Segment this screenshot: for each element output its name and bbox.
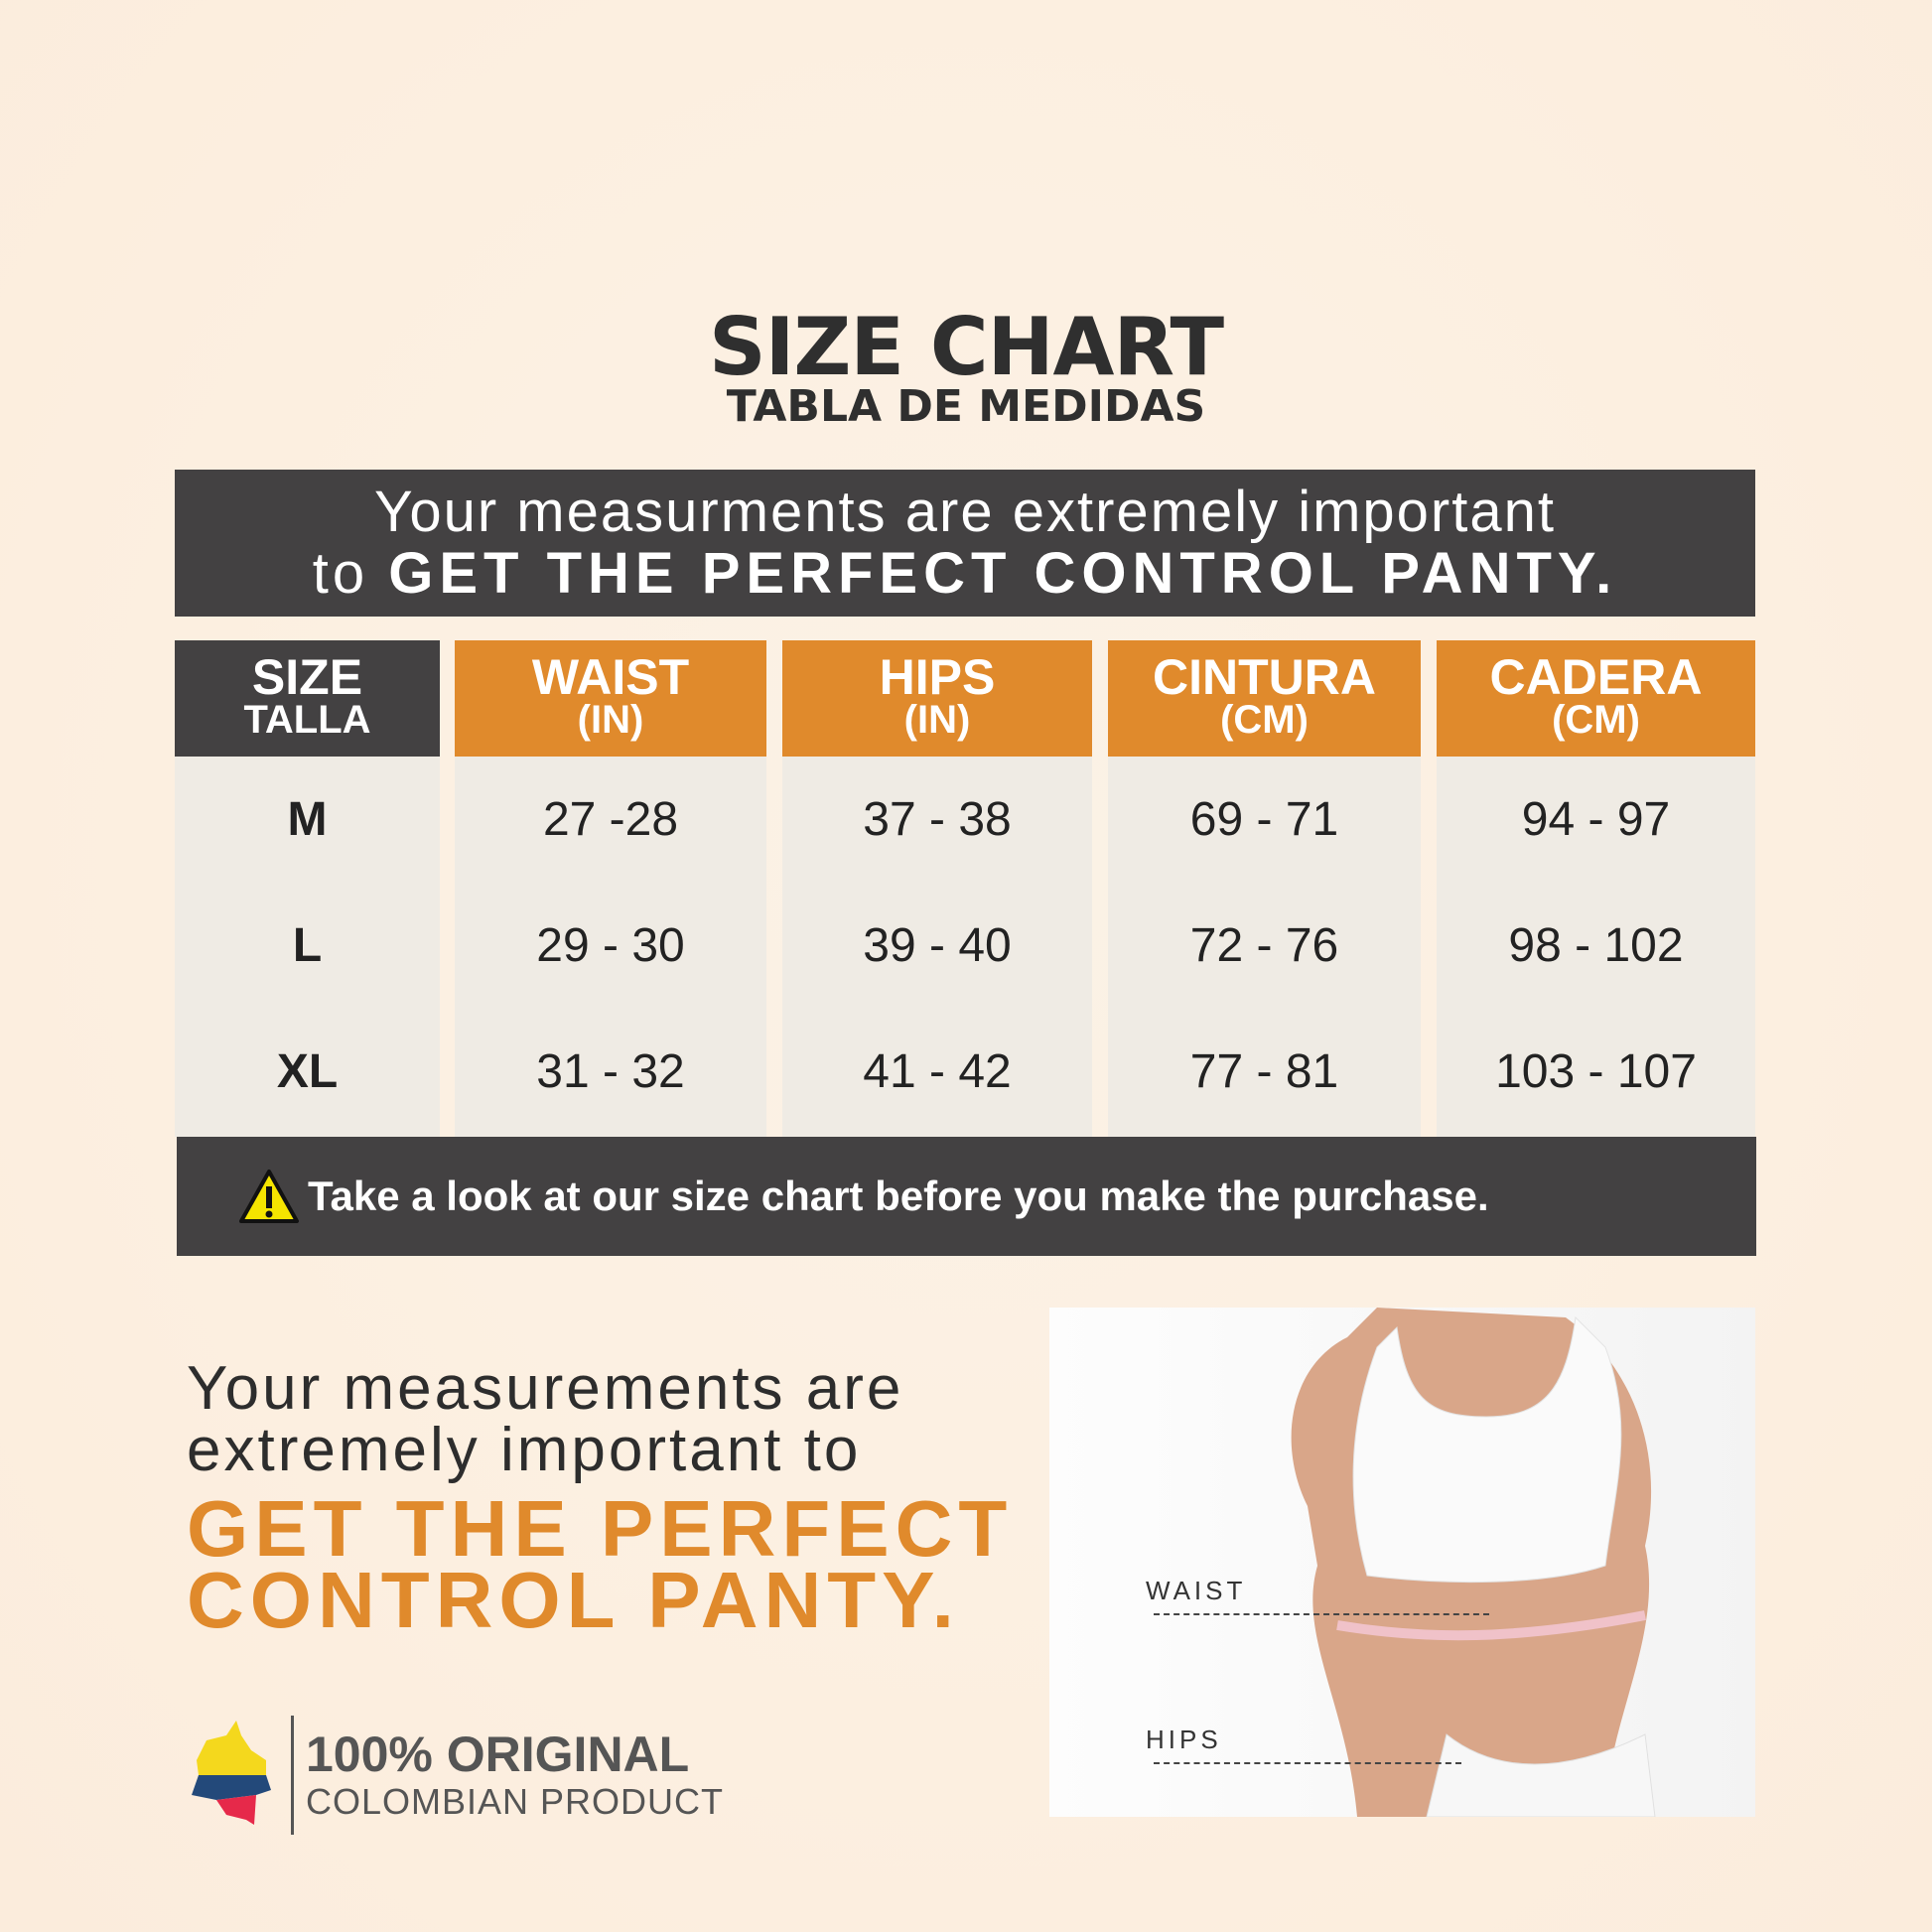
header-subtitle: TALLA: [243, 698, 371, 742]
promo-bold-2: CONTROL PANTY.: [187, 1556, 960, 1644]
column-body: 69 - 71 72 - 76 77 - 81: [1108, 757, 1421, 1137]
header-title: CINTURA: [1153, 649, 1376, 705]
table-cell: 77 - 81: [1189, 1045, 1339, 1098]
banner-line-2: to GET THE PERFECT CONTROL PANTY.: [175, 543, 1755, 605]
table-cell: 98 - 102: [1508, 919, 1684, 972]
column-header: SIZE TALLA: [175, 640, 440, 757]
column-header: HIPS (IN): [782, 640, 1092, 757]
banner-bold: GET THE PERFECT CONTROL PANTY.: [388, 541, 1618, 606]
column-body: 94 - 97 98 - 102 103 - 107: [1437, 757, 1755, 1137]
column-body: 37 - 38 39 - 40 41 - 42: [782, 757, 1092, 1137]
body-illustration: [1291, 1308, 1656, 1817]
waist-line: [1154, 1613, 1489, 1615]
promo-line-1: Your measurements are: [187, 1354, 904, 1423]
column-size: SIZE TALLA M L XL: [175, 640, 440, 1137]
banner-prefix: to: [312, 541, 369, 606]
column-hips: HIPS (IN) 37 - 38 39 - 40 41 - 42: [782, 640, 1092, 1137]
column-header: WAIST (IN): [455, 640, 766, 757]
header-subtitle: (IN): [577, 698, 644, 742]
table-cell: XL: [276, 1045, 339, 1098]
hips-label: HIPS: [1146, 1725, 1222, 1754]
page-title: SIZE CHART: [708, 301, 1224, 393]
page-subtitle: TABLA DE MEDIDAS: [726, 381, 1206, 432]
table-cell: 94 - 97: [1521, 793, 1671, 846]
table-cell: 39 - 40: [863, 919, 1012, 972]
promo-line-2: extremely important to: [187, 1416, 862, 1484]
info-banner: Your measurments are extremely important…: [175, 470, 1755, 617]
table-cell: 37 - 38: [863, 793, 1012, 846]
column-cadera: CADERA (CM) 94 - 97 98 - 102 103 - 107: [1437, 640, 1755, 1137]
column-body: 27 -28 29 - 30 31 - 32: [455, 757, 766, 1137]
header-title: SIZE: [251, 649, 363, 705]
column-header: CADERA (CM): [1437, 640, 1755, 757]
origin-badge: 100% ORIGINAL COLOMBIAN PRODUCT: [187, 1716, 724, 1835]
badge-divider: [291, 1716, 294, 1835]
header-title: HIPS: [879, 649, 996, 705]
table-cell: 41 - 42: [863, 1045, 1012, 1098]
hips-line: [1154, 1762, 1461, 1764]
header-subtitle: (CM): [1220, 698, 1309, 742]
table-cell: 69 - 71: [1189, 793, 1339, 846]
table-cell: M: [287, 793, 328, 846]
warning-bar: Take a look at our size chart before you…: [177, 1137, 1756, 1256]
promo-bold-1: GET THE PERFECT: [187, 1484, 1014, 1573]
column-cintura: CINTURA (CM) 69 - 71 72 - 76 77 - 81: [1108, 640, 1421, 1137]
header-subtitle: (IN): [903, 698, 971, 742]
badge-title: 100% ORIGINAL: [306, 1726, 690, 1782]
warning-text: Take a look at our size chart before you…: [308, 1173, 1489, 1219]
column-header: CINTURA (CM): [1108, 640, 1421, 757]
column-waist: WAIST (IN) 27 -28 29 - 30 31 - 32: [455, 640, 766, 1137]
table-cell: 72 - 76: [1189, 919, 1339, 972]
colombia-map-icon: [192, 1721, 271, 1825]
table-cell: L: [292, 919, 323, 972]
promo-text: Your measurements are extremely importan…: [187, 1354, 1014, 1644]
table-cell: 31 - 32: [536, 1045, 685, 1098]
header-title: CADERA: [1489, 649, 1703, 705]
waist-label: WAIST: [1146, 1576, 1247, 1605]
header-title: WAIST: [531, 649, 690, 705]
badge-subtitle: COLOMBIAN PRODUCT: [306, 1781, 725, 1822]
table-cell: 103 - 107: [1495, 1045, 1697, 1098]
banner-line-1: Your measurments are extremely important: [374, 480, 1556, 544]
column-body: M L XL: [175, 757, 440, 1137]
model-photo: WAIST HIPS: [1049, 1308, 1755, 1817]
table-cell: 29 - 30: [536, 919, 685, 972]
warning-icon: [239, 1170, 299, 1223]
table-cell: 27 -28: [542, 793, 679, 846]
header-subtitle: (CM): [1552, 698, 1640, 742]
